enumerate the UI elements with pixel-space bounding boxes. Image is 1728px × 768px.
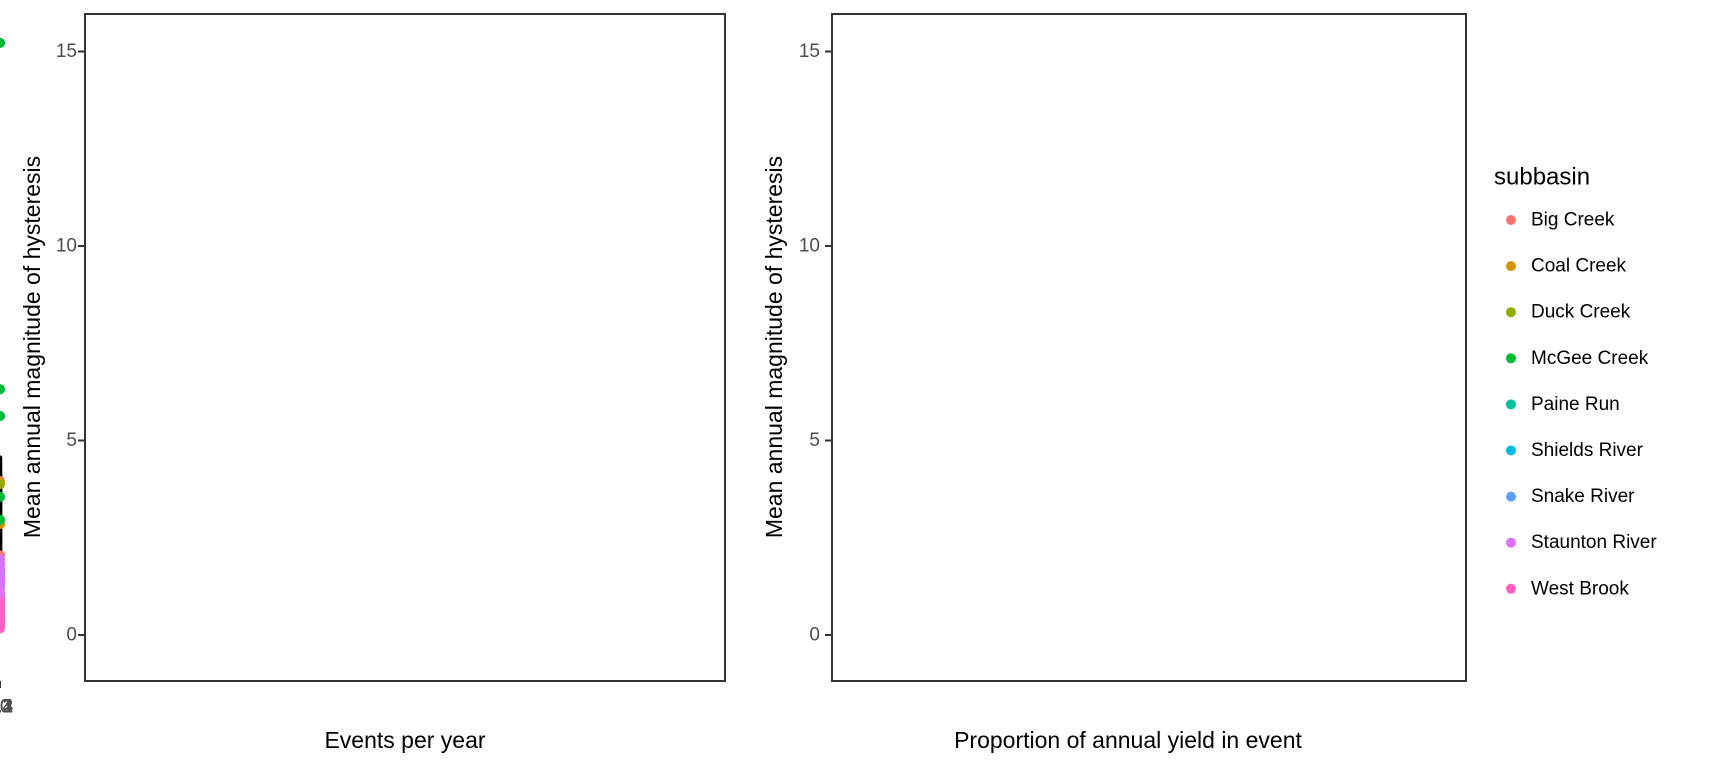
legend-item: West Brook [1506,578,1629,599]
legend-label: McGee Creek [1531,348,1649,369]
panel-yield: 0.10.20.30.4 0 5 10 15 Proportion of annual y… [0,13,1467,753]
y-tick-label: 0 [66,625,77,646]
legend-swatch [1506,491,1516,502]
legend-swatch [1506,537,1516,548]
x-tick-label: 0.4 [0,697,14,718]
y-tick-label: 5 [66,430,77,451]
legend-swatch [1506,307,1516,318]
legend-item: Duck Creek [1506,302,1631,323]
x-tick-label: 0.1 [0,697,13,718]
y-tick-label: 15 [799,41,820,62]
legend-title: subbasin [1494,164,1590,191]
data-point [0,563,5,574]
legend-swatch [1506,215,1516,225]
legend-label: Paine Run [1531,394,1620,415]
legend-swatch [1506,583,1516,594]
legend-label: Staunton River [1531,532,1657,553]
data-point [0,479,5,490]
panel-background [832,14,1466,681]
series-staunton-river [0,554,5,605]
data-point [0,514,5,525]
legend-item: Paine Run [1506,394,1620,415]
data-point [0,37,5,48]
legend-label: Coal Creek [1531,256,1627,277]
legend-item: Staunton River [1506,532,1657,553]
data-point [0,491,5,502]
y-tick-label: 15 [56,41,77,62]
data-point [0,411,5,421]
legend-swatch [1506,399,1516,410]
legend-label: Duck Creek [1531,302,1631,323]
y-tick-label: 10 [799,236,820,257]
y-axis-title: Mean annual magnitude of hysteresis [19,156,45,538]
legend-item: McGee Creek [1506,348,1649,369]
legend-swatch [1506,445,1516,456]
legend-item: Coal Creek [1506,256,1627,277]
legend-swatch [1506,261,1516,272]
panel-border [831,13,1467,682]
x-tick-label: 30 [0,697,11,718]
legend-label: Shields River [1531,440,1644,461]
legend: subbasin Big Creek Coal Creek Duck Creek McG… [1494,164,1657,600]
data-point [0,623,5,634]
legend-swatch [1506,353,1516,364]
data-point [0,384,5,395]
x-tick-label: 20 [0,697,11,718]
legend-label: Snake River [1531,486,1635,507]
x-tick-label: 0.2 [0,697,13,718]
series-mcgee-creek [0,37,5,578]
legend-label: Big Creek [1531,210,1615,231]
panel-background [85,14,725,681]
y-tick-label: 10 [56,236,77,257]
legend-item: Shields River [1506,440,1644,461]
x-tick-label: 0.3 [0,697,13,718]
series-west-brook [0,596,5,634]
x-axis-title: Proportion of annual yield in event [954,727,1302,753]
legend-label: West Brook [1531,578,1629,599]
legend-item: Big Creek [1506,210,1615,231]
panel-border [84,13,726,682]
y-tick-label: 5 [809,430,820,451]
x-axis-title: Events per year [324,727,485,753]
y-axis-title: Mean annual magnitude of hysteresis [761,156,787,538]
legend-item: Snake River [1506,486,1635,507]
y-tick-label: 0 [809,625,820,646]
x-tick-label: 10 [0,697,11,718]
